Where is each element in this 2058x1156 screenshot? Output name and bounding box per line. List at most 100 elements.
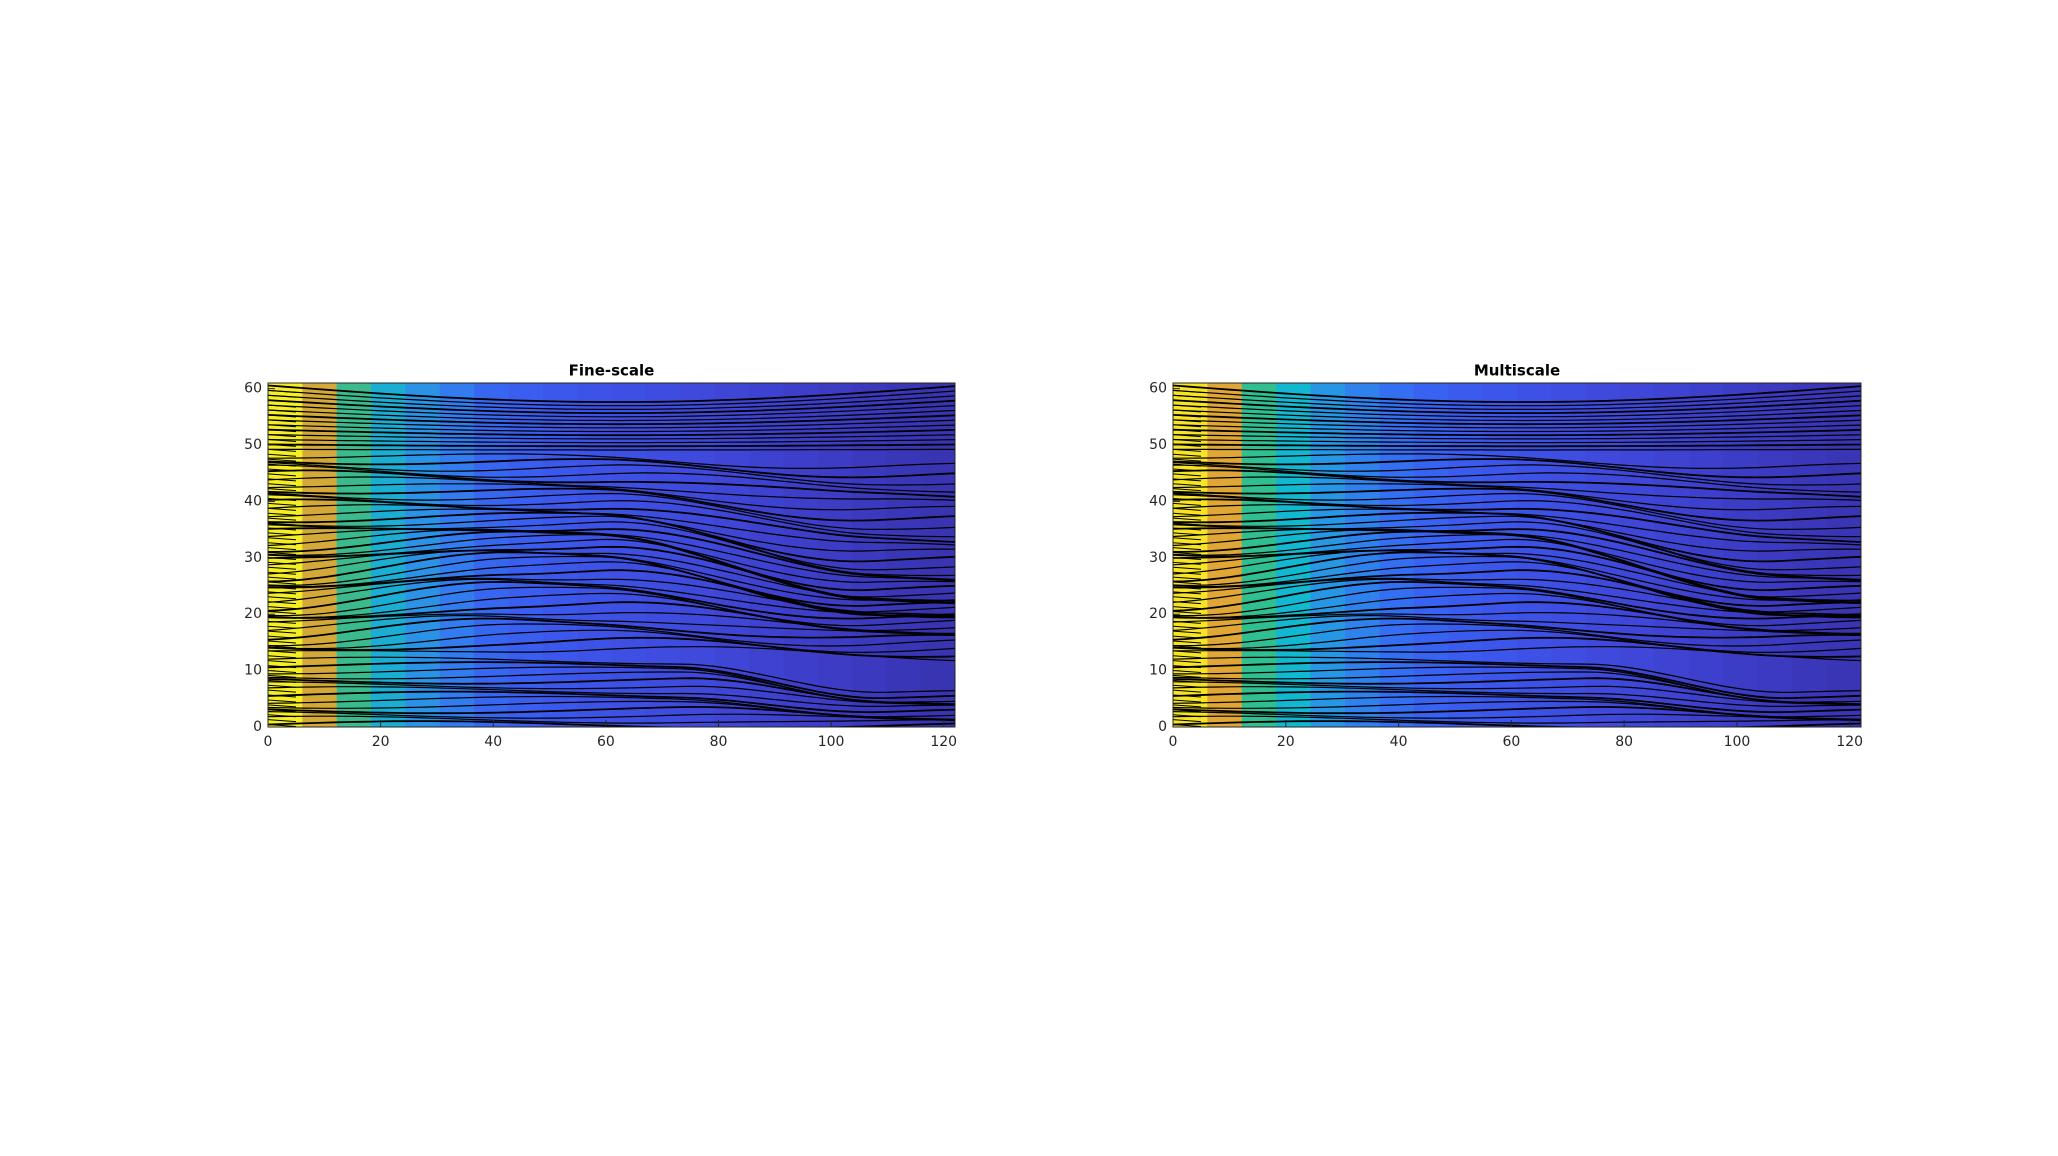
streamline-start: [268, 542, 297, 546]
streamline: [268, 394, 955, 410]
streamline-start: [1173, 576, 1202, 580]
field-band: [1792, 383, 1828, 727]
streamline-start: [268, 552, 297, 556]
streamline: [268, 700, 955, 720]
streamline-start: [268, 409, 297, 413]
streamline: [1173, 389, 1861, 407]
streamline: [1173, 661, 1861, 699]
streamline: [1173, 438, 1861, 444]
streamline-start: [1173, 552, 1202, 556]
streamline: [268, 443, 955, 448]
axes-box: [1172, 382, 1862, 728]
field-band: [474, 383, 509, 727]
streamline-start: [268, 645, 297, 649]
streamline: [1173, 409, 1861, 422]
streamline-start: [1173, 502, 1202, 506]
streamline: [268, 586, 955, 627]
streamline: [268, 464, 955, 493]
streamline-start: [268, 576, 297, 580]
streamline: [268, 492, 955, 531]
streamline-start: [1173, 699, 1202, 703]
streamline-start: [268, 586, 297, 590]
streamline: [268, 690, 955, 714]
streamline: [268, 629, 955, 653]
streamline-start: [268, 719, 297, 723]
streamline: [268, 549, 955, 602]
streamline: [268, 399, 955, 414]
streamline: [1173, 666, 1861, 703]
streamline-start: [1173, 660, 1202, 664]
streamline-start: [1173, 424, 1202, 428]
y-tick-label: 40: [244, 493, 262, 509]
streamline-start: [1173, 714, 1202, 718]
streamline-start: [1173, 615, 1202, 619]
field-band: [851, 383, 887, 727]
streamline-start: [268, 674, 297, 678]
streamline-start: [268, 468, 297, 472]
x-tick-label: 60: [1502, 734, 1520, 750]
streamline-start: [1173, 719, 1202, 723]
streamline-start: [268, 709, 297, 713]
streamline-start: [268, 493, 297, 497]
streamline: [1173, 656, 1861, 694]
streamline: [268, 384, 955, 403]
streamline-start: [1173, 630, 1202, 634]
streamline-start: [268, 537, 297, 541]
y-tick-label: 60: [1149, 381, 1167, 397]
streamline-start: [268, 694, 297, 698]
streamline-start: [268, 679, 297, 683]
streamline-start: [1173, 620, 1202, 624]
streamline: [1173, 453, 1861, 469]
field-band: [1413, 383, 1449, 727]
streamline-start: [1173, 384, 1202, 388]
streamline-start: [1173, 522, 1202, 526]
streamline-start: [268, 625, 297, 629]
streamline-start: [1173, 601, 1202, 605]
streamline-start: [268, 684, 297, 688]
streamline-start: [268, 704, 297, 708]
streamline: [1173, 538, 1861, 602]
streamline: [1173, 586, 1861, 627]
streamline: [1173, 424, 1861, 433]
y-tick-label: 60: [244, 381, 262, 397]
streamline-start: [268, 571, 297, 575]
x-tick-label: 80: [1615, 734, 1633, 750]
streamline: [1173, 614, 1861, 636]
streamline: [1173, 549, 1861, 602]
streamline: [268, 661, 955, 699]
chart: 0 20 40 60 80 100 120 0 10 20 30 40 50 60 Fine-scale: [244, 362, 957, 751]
streamline-start: [1173, 542, 1202, 546]
streamline: [268, 434, 955, 440]
streamline: [268, 476, 955, 501]
streamline: [1173, 476, 1861, 501]
streamline-start: [268, 640, 297, 644]
streamline: [268, 623, 955, 647]
streamline-start: [268, 635, 297, 639]
field-band: [886, 383, 922, 727]
streamline: [1173, 528, 1861, 582]
streamline: [268, 561, 955, 617]
streamline: [268, 636, 955, 658]
streamline: [1173, 580, 1861, 620]
streamline-start: [1173, 468, 1202, 472]
streamline: [1173, 404, 1861, 418]
streamline: [268, 448, 955, 451]
streamline-start: [268, 458, 297, 462]
streamline-start: [1173, 394, 1202, 398]
field-band: [1379, 383, 1415, 727]
streamline-start: [1173, 439, 1202, 443]
streamline-start: [1173, 532, 1202, 536]
streamline-start: [1173, 606, 1202, 610]
streamline: [1173, 448, 1861, 451]
field-band: [1757, 383, 1793, 727]
streamline: [1173, 443, 1861, 448]
streamline-start: [1173, 625, 1202, 629]
streamline-start: [268, 689, 297, 693]
y-tick-label: 50: [1149, 437, 1167, 453]
streamline-start: [268, 502, 297, 506]
streamline-start: [268, 532, 297, 536]
streamline: [268, 494, 955, 538]
y-tick-label: 20: [1149, 606, 1167, 622]
streamline: [268, 686, 955, 708]
